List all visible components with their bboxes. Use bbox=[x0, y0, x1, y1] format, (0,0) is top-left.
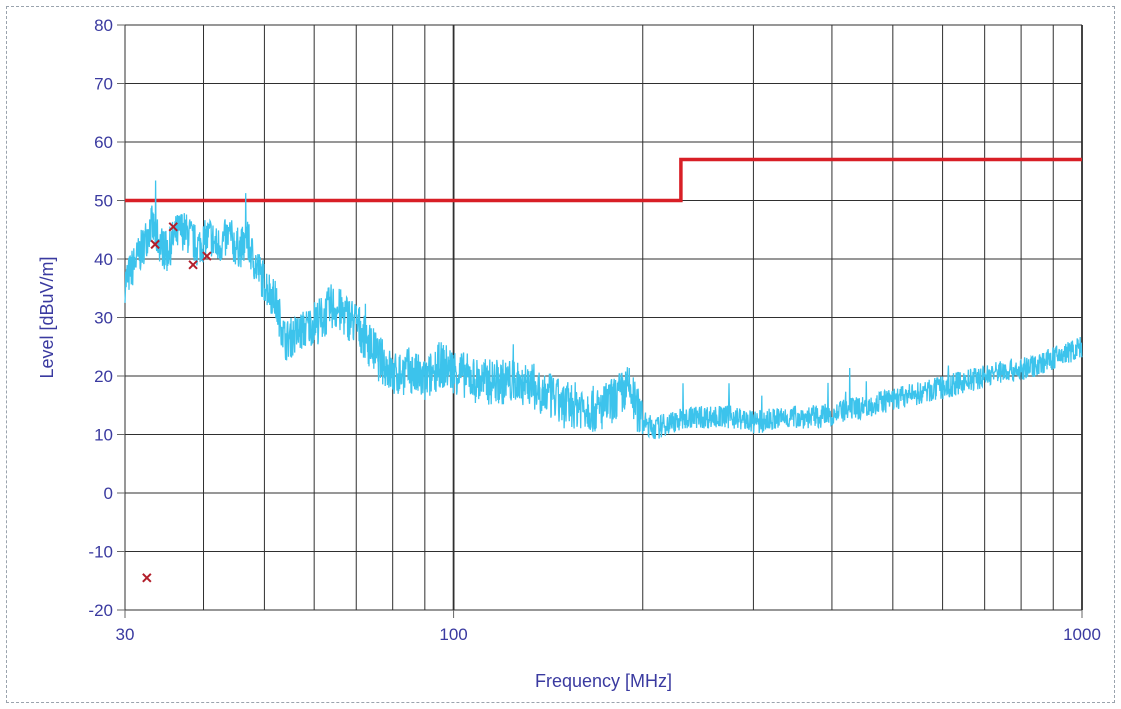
x-tick-label: 30 bbox=[116, 625, 135, 644]
y-tick-label: 80 bbox=[94, 16, 113, 35]
peak-marker-stroke bbox=[142, 573, 152, 583]
ticks: -20 -10 0 10 20 30 40 50 60 70 80 30 100 1000 bbox=[88, 16, 1100, 644]
y-tick-label: 20 bbox=[94, 367, 113, 386]
y-axis-title: Level [dBuV/m] bbox=[37, 256, 57, 378]
chart-frame: -20 -10 0 10 20 30 40 50 60 70 80 30 100 1000 Frequen… bbox=[6, 6, 1115, 703]
y-tick-label: 50 bbox=[94, 192, 113, 211]
y-tick-label: 0 bbox=[104, 484, 113, 503]
y-tick-label: 30 bbox=[94, 309, 113, 328]
y-tick-label: -10 bbox=[88, 543, 113, 562]
peak-marker-stroke bbox=[168, 222, 178, 232]
peak-marker bbox=[202, 251, 212, 261]
measurement-trace bbox=[124, 180, 1083, 440]
y-tick-label: 40 bbox=[94, 250, 113, 269]
grid bbox=[124, 24, 1083, 611]
limit-line bbox=[125, 157, 1082, 203]
peak-marker-stroke bbox=[188, 260, 198, 270]
y-tick-label: 70 bbox=[94, 75, 113, 94]
peak-marker-stroke bbox=[150, 239, 160, 250]
y-tick-label: 10 bbox=[94, 426, 113, 445]
emission-chart: -20 -10 0 10 20 30 40 50 60 70 80 30 100 1000 Frequen… bbox=[37, 16, 1101, 691]
x-tick-label: 1000 bbox=[1063, 625, 1101, 644]
y-tick-label: -20 bbox=[88, 601, 113, 620]
y-tick-label: 60 bbox=[94, 133, 113, 152]
peak-marker bbox=[168, 222, 178, 232]
peak-marker bbox=[142, 573, 152, 583]
peak-marker bbox=[150, 239, 160, 250]
series-layer bbox=[124, 157, 1083, 583]
peak-marker-stroke bbox=[202, 251, 212, 261]
x-tick-label: 100 bbox=[439, 625, 467, 644]
peak-marker bbox=[188, 260, 198, 270]
x-axis-title: Frequency [MHz] bbox=[535, 671, 672, 691]
